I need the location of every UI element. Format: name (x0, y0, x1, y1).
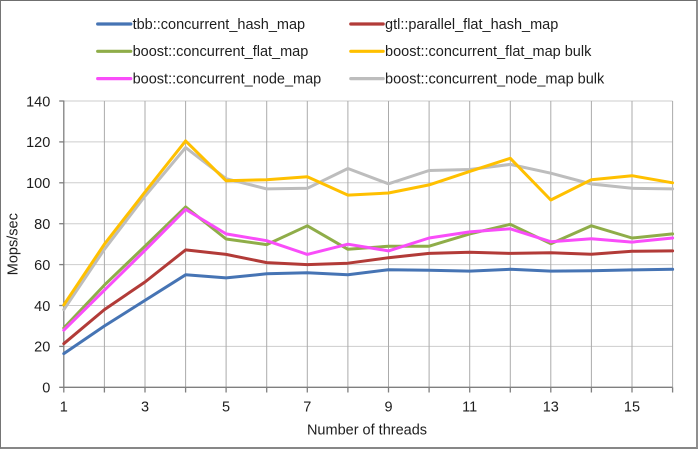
svg-text:20: 20 (34, 340, 50, 356)
svg-text:7: 7 (303, 399, 311, 415)
svg-text:tbb::concurrent_hash_map: tbb::concurrent_hash_map (132, 17, 305, 33)
svg-text:boost::concurrent_flat_map: boost::concurrent_flat_map (132, 44, 308, 60)
svg-text:9: 9 (384, 399, 392, 415)
svg-text:120: 120 (26, 135, 50, 151)
svg-text:3: 3 (141, 399, 149, 415)
svg-text:Number of threads: Number of threads (307, 422, 427, 438)
svg-text:60: 60 (34, 258, 50, 274)
svg-text:boost::concurrent_node_map: boost::concurrent_node_map (132, 71, 321, 87)
svg-text:boost::concurrent_flat_map bul: boost::concurrent_flat_map bulk (385, 44, 592, 60)
svg-text:11: 11 (462, 399, 477, 415)
svg-text:boost::concurrent_node_map bul: boost::concurrent_node_map bulk (385, 71, 605, 87)
svg-text:0: 0 (42, 380, 50, 396)
svg-text:100: 100 (26, 176, 50, 192)
svg-text:80: 80 (34, 217, 50, 233)
svg-text:15: 15 (624, 399, 640, 415)
svg-text:1: 1 (60, 399, 68, 415)
svg-text:gtl::parallel_flat_hash_map: gtl::parallel_flat_hash_map (385, 17, 558, 33)
svg-text:5: 5 (222, 399, 230, 415)
svg-text:140: 140 (26, 94, 50, 110)
svg-text:Mops/sec: Mops/sec (5, 213, 21, 275)
svg-text:13: 13 (543, 399, 559, 415)
svg-text:40: 40 (34, 299, 50, 315)
